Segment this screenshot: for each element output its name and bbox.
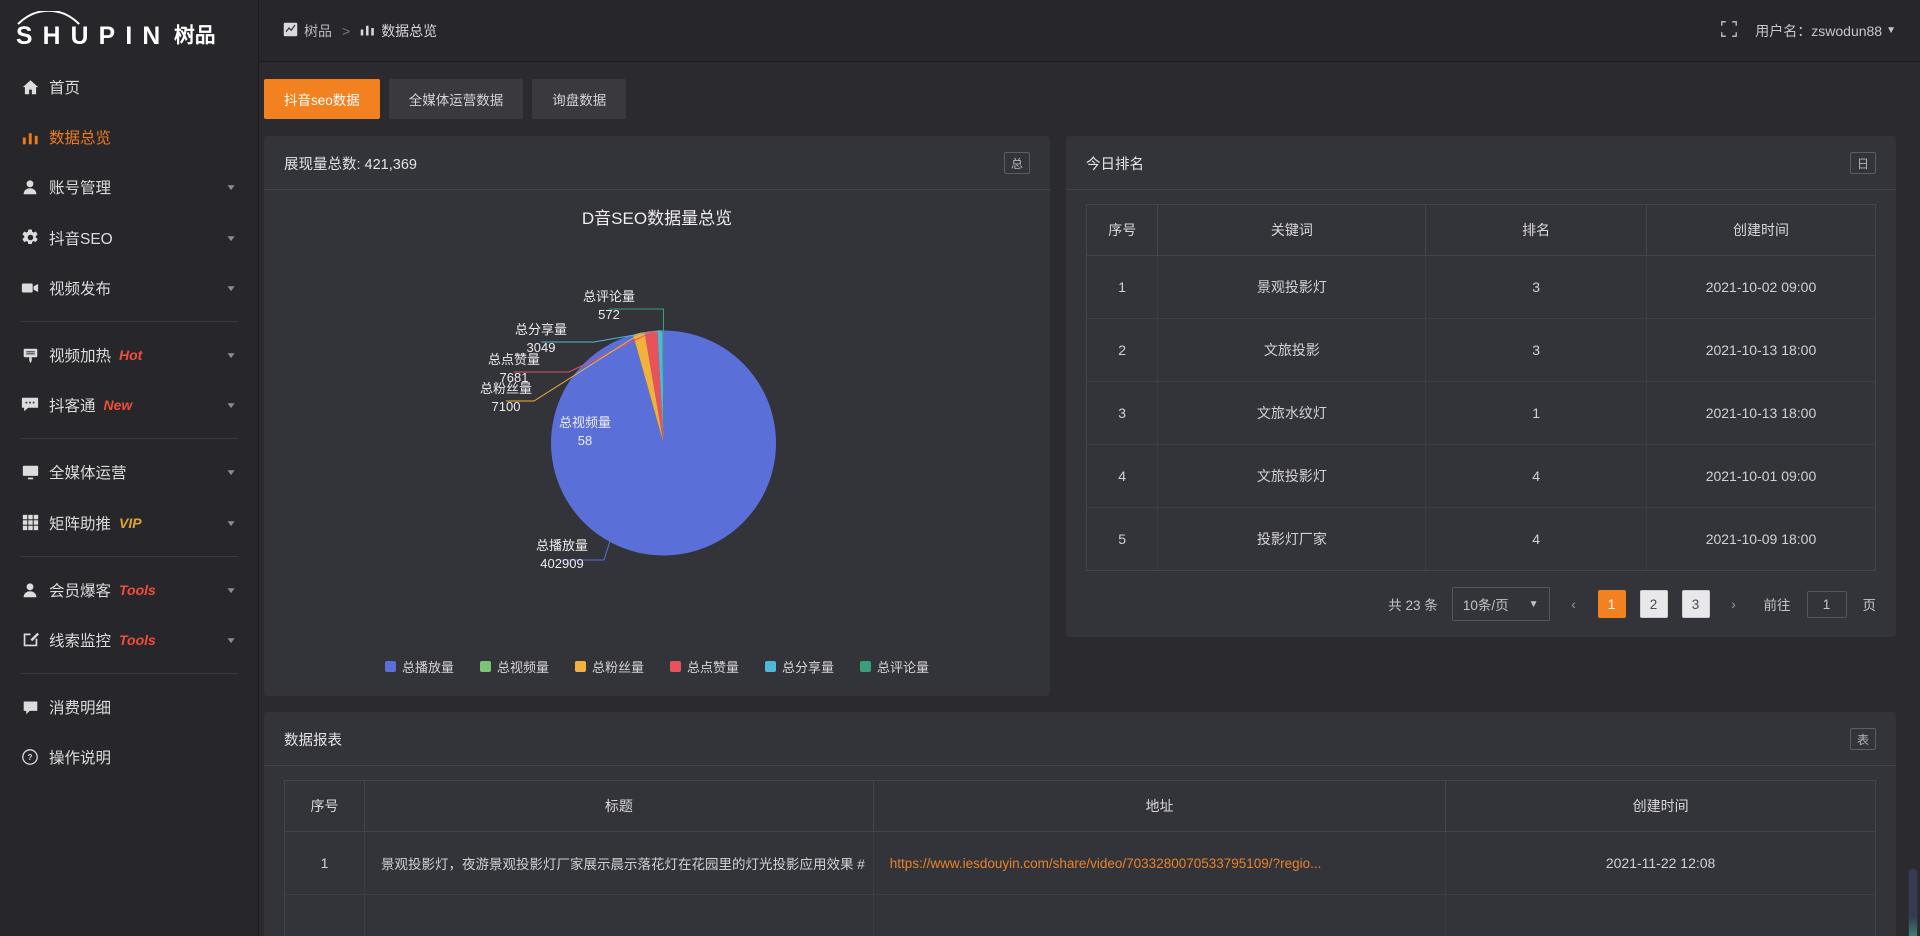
svg-text:总播放量: 总播放量: [536, 538, 588, 553]
svg-text:7100: 7100: [492, 399, 521, 414]
svg-text:SHUPIN: SHUPIN: [16, 23, 162, 50]
svg-text:总评论量: 总评论量: [583, 289, 635, 304]
svg-text:总分享量: 总分享量: [515, 322, 567, 337]
svg-text:572: 572: [598, 307, 620, 322]
svg-text:58: 58: [578, 433, 592, 448]
svg-text:总视频量: 总视频量: [559, 415, 611, 430]
svg-text:总粉丝量: 总粉丝量: [480, 381, 532, 396]
svg-text:?: ?: [28, 754, 33, 763]
svg-text:总点赞量: 总点赞量: [488, 352, 540, 367]
svg-text:树品: 树品: [174, 23, 215, 47]
svg-text:402909: 402909: [540, 556, 583, 571]
